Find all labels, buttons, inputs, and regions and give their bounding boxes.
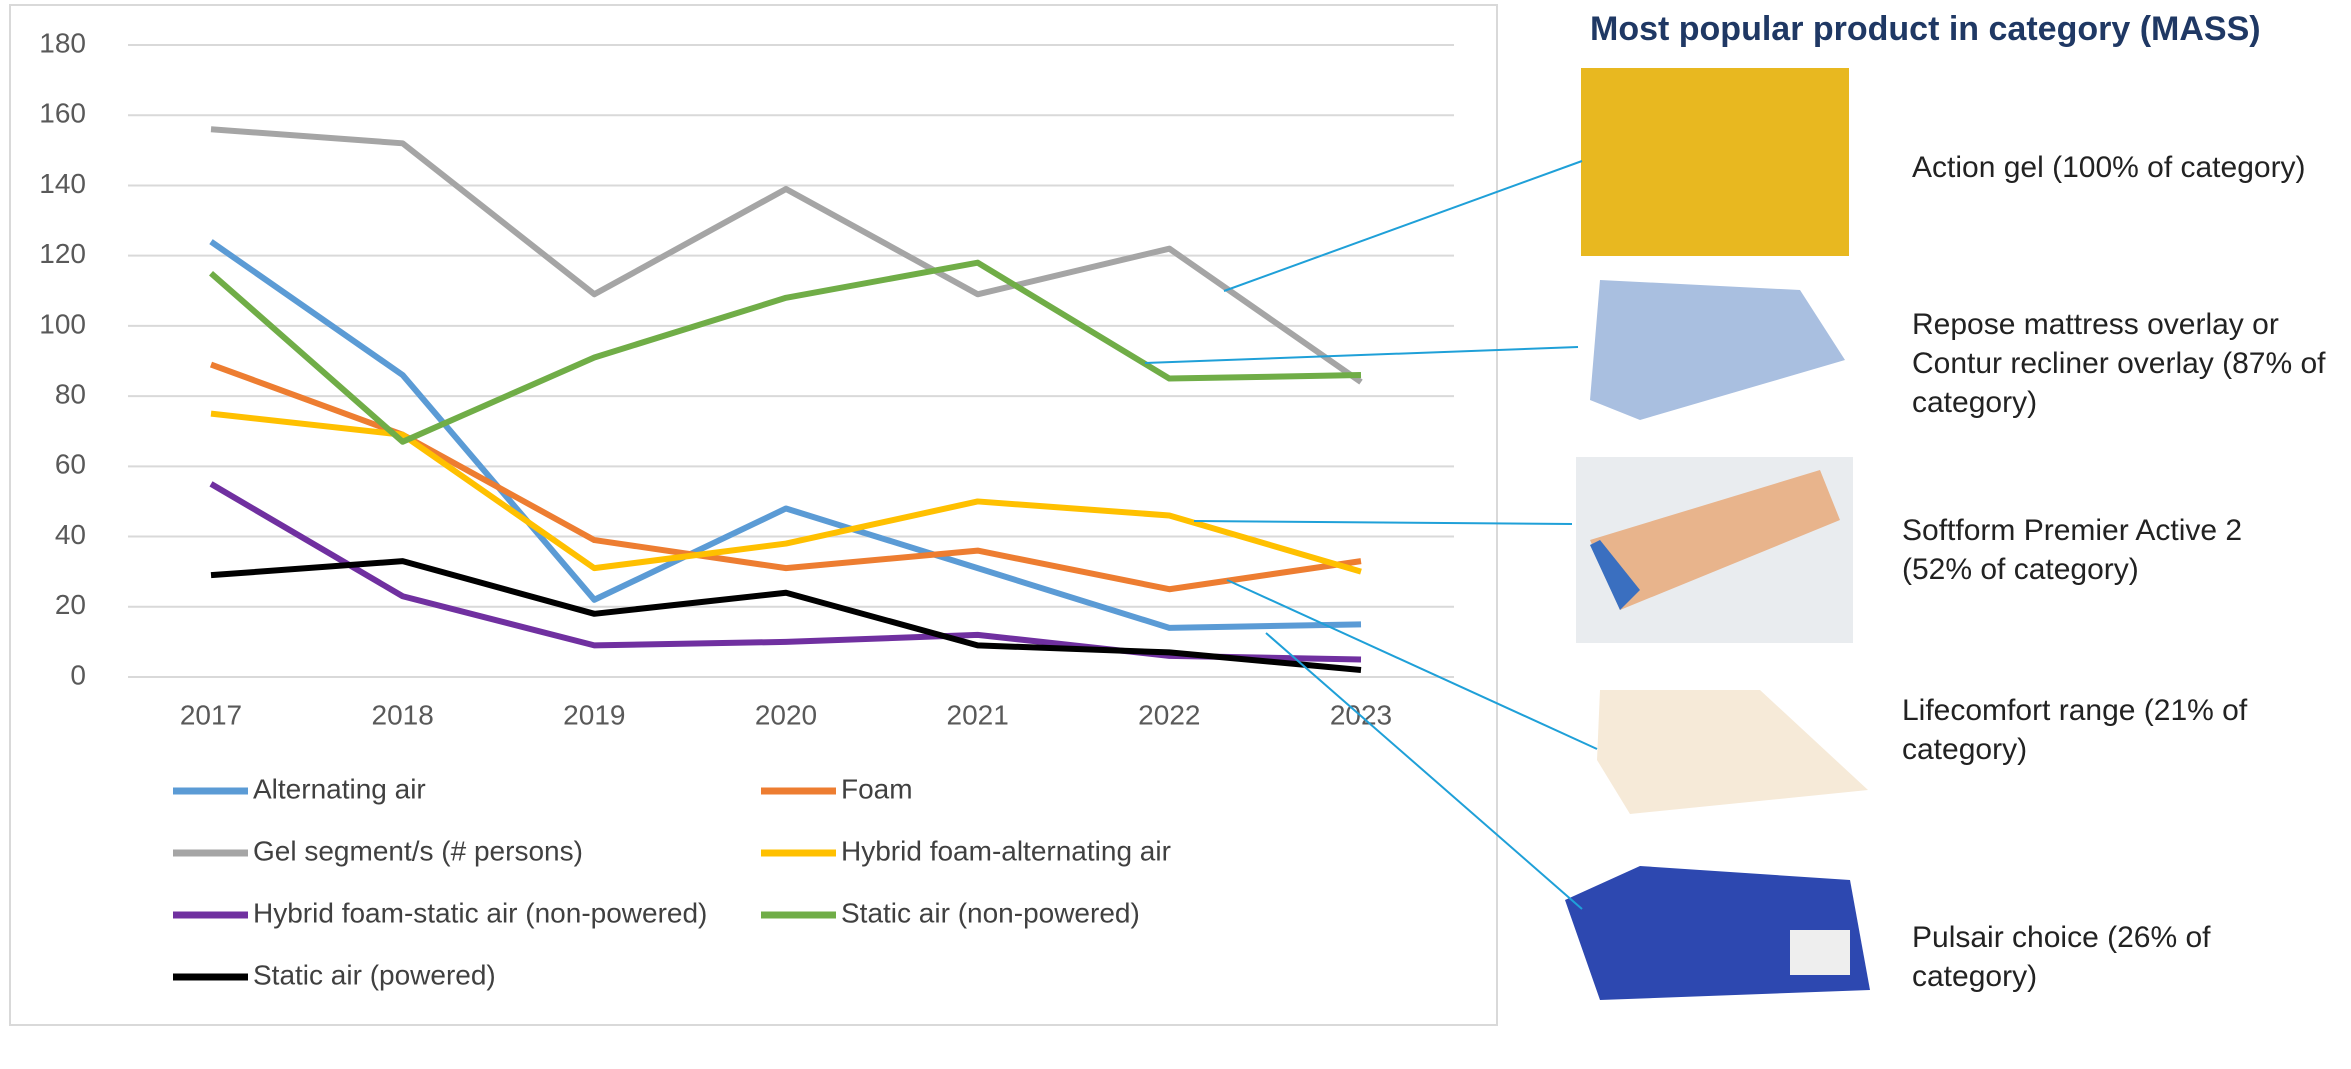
line-series	[209, 481, 1362, 663]
product-image	[1790, 930, 1850, 975]
product-image	[1590, 540, 1640, 610]
y-tick-label: 60	[55, 449, 86, 480]
legend-label: Static air (non-powered)	[841, 897, 1140, 928]
legend-label: Hybrid foam-alternating air	[841, 835, 1171, 866]
y-tick-label: 0	[70, 659, 86, 690]
line-series	[210, 410, 1362, 575]
x-tick-label: 2019	[563, 699, 625, 730]
arrow	[1265, 632, 1583, 910]
arrow	[1193, 520, 1573, 525]
y-tick-label: 20	[55, 589, 86, 620]
product-image	[1581, 68, 1849, 256]
y-tick-label: 100	[39, 308, 86, 339]
product-label: Pulsair choice (26% of category)	[1912, 921, 2211, 993]
legend-label: Gel segment/s (# persons)	[253, 835, 583, 866]
line-series	[210, 558, 1362, 673]
y-tick-label: 140	[39, 168, 86, 199]
arrow	[1144, 346, 1579, 364]
product-label: Repose mattress overlay or Contur reclin…	[1912, 308, 2326, 419]
product-label: Lifecomfort range (21% of category)	[1902, 694, 2248, 766]
line-series	[210, 126, 1363, 385]
product-label: Action gel (100% of category)	[1912, 151, 2306, 184]
y-tick-label: 160	[39, 98, 86, 129]
legend-label: Foam	[841, 773, 913, 804]
product-image	[1590, 470, 1840, 610]
y-tick-label: 180	[39, 27, 86, 58]
product-image	[1597, 690, 1868, 814]
pointer-arrows	[1144, 160, 1598, 910]
panel-title: Most popular product in category (MASS)	[1590, 10, 2261, 48]
line-series	[209, 259, 1362, 445]
line-series	[209, 239, 1362, 631]
y-tick-label: 120	[39, 238, 86, 269]
legend-label: Hybrid foam-static air (non-powered)	[253, 897, 707, 928]
x-tick-label: 2017	[180, 699, 242, 730]
x-tick-label: 2021	[947, 699, 1009, 730]
arrow	[1223, 160, 1583, 292]
legend-label: Alternating air	[253, 773, 426, 804]
product-image	[1590, 280, 1845, 420]
x-tick-label: 2022	[1138, 699, 1200, 730]
x-tick-label: 2018	[372, 699, 434, 730]
arrow	[1226, 579, 1598, 750]
legend-label: Static air (powered)	[253, 959, 496, 990]
chart-frame	[9, 4, 1498, 1026]
product-images	[1565, 68, 1870, 1000]
product-label: Softform Premier Active 2 (52% of catego…	[1902, 514, 2243, 586]
x-tick-label: 2020	[755, 699, 817, 730]
y-tick-label: 40	[55, 519, 86, 550]
y-tick-label: 80	[55, 379, 86, 410]
